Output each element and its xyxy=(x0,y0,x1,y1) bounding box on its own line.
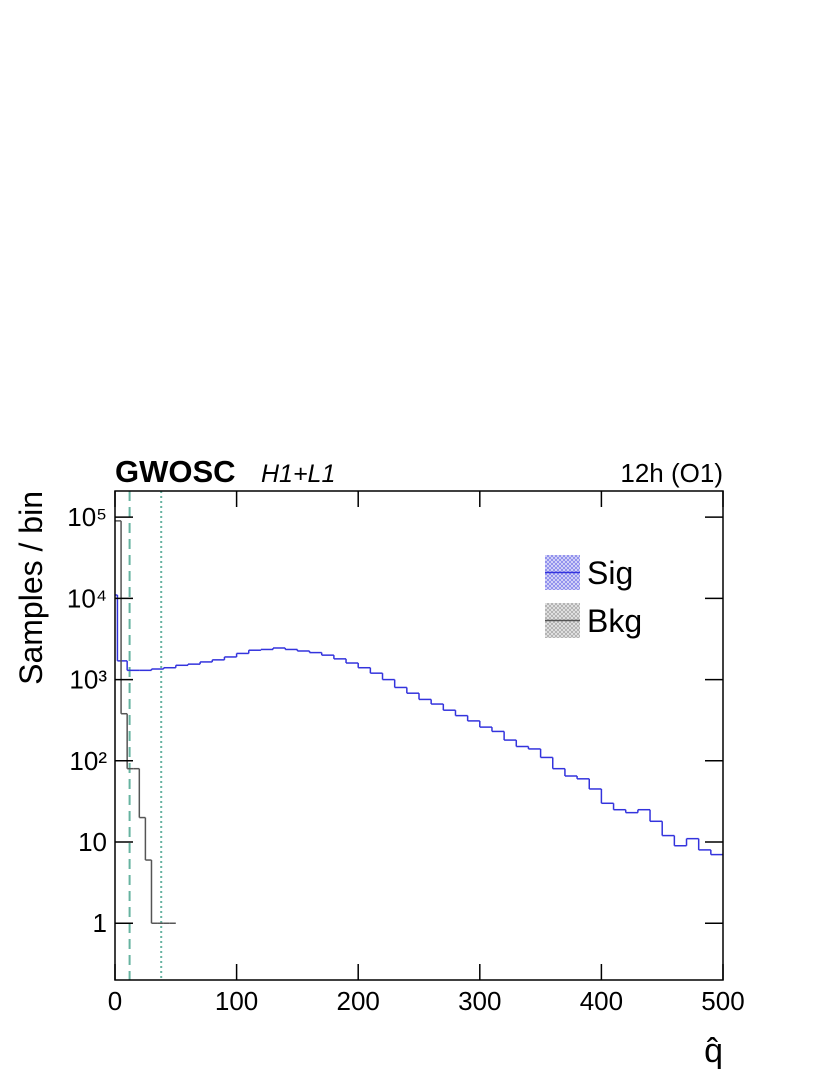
y-axis-label: Samples / bin xyxy=(13,491,49,685)
x-tick-label: 100 xyxy=(215,986,258,1016)
x-tick-label: 500 xyxy=(701,986,744,1016)
plot-frame xyxy=(114,490,724,981)
y-tick-label: 10² xyxy=(69,746,107,776)
legend-label: Sig xyxy=(587,555,633,591)
annotation: 12h (O1) xyxy=(620,458,723,488)
chart-title: GWOSC xyxy=(115,454,236,489)
y-tick-label: 10⁵ xyxy=(67,502,107,532)
y-tick-label: 10⁴ xyxy=(67,583,107,613)
x-tick-label: 300 xyxy=(458,986,501,1016)
x-tick-label: 200 xyxy=(337,986,380,1016)
y-tick-label: 10³ xyxy=(69,665,107,695)
x-axis-label: q̂ xyxy=(704,1032,723,1070)
y-tick-label: 10 xyxy=(78,827,107,857)
x-tick-label: 0 xyxy=(108,986,122,1016)
x-tick-label: 400 xyxy=(580,986,623,1016)
chart-subtitle: H1+L1 xyxy=(261,460,335,488)
y-tick-label: 1 xyxy=(93,908,107,938)
legend-label: Bkg xyxy=(587,603,642,639)
